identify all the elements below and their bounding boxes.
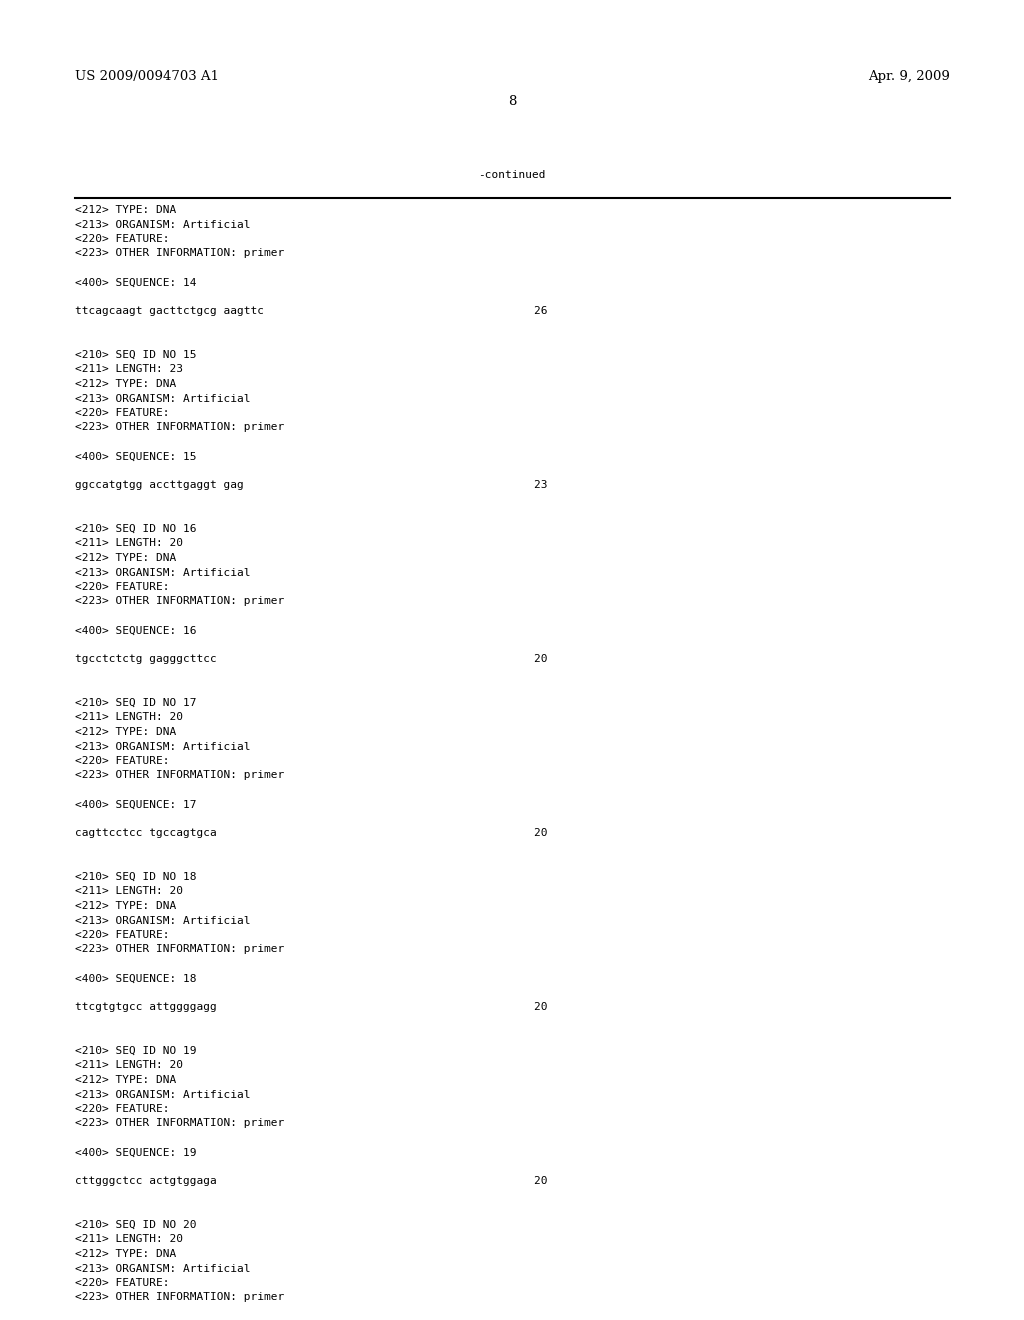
Text: <213> ORGANISM: Artificial: <213> ORGANISM: Artificial [75, 1263, 251, 1274]
Text: <223> OTHER INFORMATION: primer: <223> OTHER INFORMATION: primer [75, 1118, 285, 1129]
Text: <223> OTHER INFORMATION: primer: <223> OTHER INFORMATION: primer [75, 597, 285, 606]
Text: <210> SEQ ID NO 18: <210> SEQ ID NO 18 [75, 873, 197, 882]
Text: cagttcctcc tgccagtgca                                               20: cagttcctcc tgccagtgca 20 [75, 829, 548, 838]
Text: <210> SEQ ID NO 20: <210> SEQ ID NO 20 [75, 1220, 197, 1230]
Text: <211> LENGTH: 20: <211> LENGTH: 20 [75, 713, 183, 722]
Text: ggccatgtgg accttgaggt gag                                           23: ggccatgtgg accttgaggt gag 23 [75, 480, 548, 491]
Text: ttcgtgtgcc attggggagg                                               20: ttcgtgtgcc attggggagg 20 [75, 1002, 548, 1012]
Text: Apr. 9, 2009: Apr. 9, 2009 [868, 70, 950, 83]
Text: <223> OTHER INFORMATION: primer: <223> OTHER INFORMATION: primer [75, 1292, 285, 1303]
Text: <400> SEQUENCE: 15: <400> SEQUENCE: 15 [75, 451, 197, 462]
Text: <212> TYPE: DNA: <212> TYPE: DNA [75, 1249, 176, 1259]
Text: <210> SEQ ID NO 15: <210> SEQ ID NO 15 [75, 350, 197, 360]
Text: <220> FEATURE:: <220> FEATURE: [75, 931, 170, 940]
Text: <210> SEQ ID NO 16: <210> SEQ ID NO 16 [75, 524, 197, 535]
Text: <223> OTHER INFORMATION: primer: <223> OTHER INFORMATION: primer [75, 945, 285, 954]
Text: <212> TYPE: DNA: <212> TYPE: DNA [75, 205, 176, 215]
Text: <220> FEATURE:: <220> FEATURE: [75, 234, 170, 244]
Text: <211> LENGTH: 20: <211> LENGTH: 20 [75, 539, 183, 549]
Text: <220> FEATURE:: <220> FEATURE: [75, 582, 170, 591]
Text: <213> ORGANISM: Artificial: <213> ORGANISM: Artificial [75, 1089, 251, 1100]
Text: <400> SEQUENCE: 19: <400> SEQUENCE: 19 [75, 1147, 197, 1158]
Text: 8: 8 [508, 95, 516, 108]
Text: <400> SEQUENCE: 14: <400> SEQUENCE: 14 [75, 277, 197, 288]
Text: <213> ORGANISM: Artificial: <213> ORGANISM: Artificial [75, 219, 251, 230]
Text: <211> LENGTH: 20: <211> LENGTH: 20 [75, 1234, 183, 1245]
Text: <223> OTHER INFORMATION: primer: <223> OTHER INFORMATION: primer [75, 771, 285, 780]
Text: <213> ORGANISM: Artificial: <213> ORGANISM: Artificial [75, 393, 251, 404]
Text: ttcagcaagt gacttctgcg aagttc                                        26: ttcagcaagt gacttctgcg aagttc 26 [75, 306, 548, 317]
Text: <220> FEATURE:: <220> FEATURE: [75, 1104, 170, 1114]
Text: <212> TYPE: DNA: <212> TYPE: DNA [75, 1074, 176, 1085]
Text: <212> TYPE: DNA: <212> TYPE: DNA [75, 902, 176, 911]
Text: cttgggctcc actgtggaga                                               20: cttgggctcc actgtggaga 20 [75, 1176, 548, 1187]
Text: -continued: -continued [478, 170, 546, 180]
Text: <211> LENGTH: 20: <211> LENGTH: 20 [75, 887, 183, 896]
Text: <400> SEQUENCE: 16: <400> SEQUENCE: 16 [75, 626, 197, 635]
Text: <210> SEQ ID NO 17: <210> SEQ ID NO 17 [75, 698, 197, 708]
Text: <400> SEQUENCE: 18: <400> SEQUENCE: 18 [75, 974, 197, 983]
Text: <210> SEQ ID NO 19: <210> SEQ ID NO 19 [75, 1045, 197, 1056]
Text: <223> OTHER INFORMATION: primer: <223> OTHER INFORMATION: primer [75, 422, 285, 433]
Text: tgcctctctg gagggcttcc                                               20: tgcctctctg gagggcttcc 20 [75, 655, 548, 664]
Text: US 2009/0094703 A1: US 2009/0094703 A1 [75, 70, 219, 83]
Text: <211> LENGTH: 23: <211> LENGTH: 23 [75, 364, 183, 375]
Text: <223> OTHER INFORMATION: primer: <223> OTHER INFORMATION: primer [75, 248, 285, 259]
Text: <220> FEATURE:: <220> FEATURE: [75, 1278, 170, 1288]
Text: <400> SEQUENCE: 17: <400> SEQUENCE: 17 [75, 800, 197, 809]
Text: <212> TYPE: DNA: <212> TYPE: DNA [75, 379, 176, 389]
Text: <213> ORGANISM: Artificial: <213> ORGANISM: Artificial [75, 568, 251, 578]
Text: <213> ORGANISM: Artificial: <213> ORGANISM: Artificial [75, 916, 251, 925]
Text: <212> TYPE: DNA: <212> TYPE: DNA [75, 727, 176, 737]
Text: <212> TYPE: DNA: <212> TYPE: DNA [75, 553, 176, 564]
Text: <220> FEATURE:: <220> FEATURE: [75, 408, 170, 418]
Text: <220> FEATURE:: <220> FEATURE: [75, 756, 170, 766]
Text: <213> ORGANISM: Artificial: <213> ORGANISM: Artificial [75, 742, 251, 751]
Text: <211> LENGTH: 20: <211> LENGTH: 20 [75, 1060, 183, 1071]
